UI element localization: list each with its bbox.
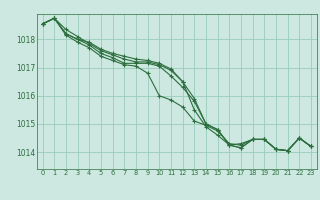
Text: Graphe pression niveau de la mer (hPa): Graphe pression niveau de la mer (hPa) bbox=[58, 187, 262, 196]
